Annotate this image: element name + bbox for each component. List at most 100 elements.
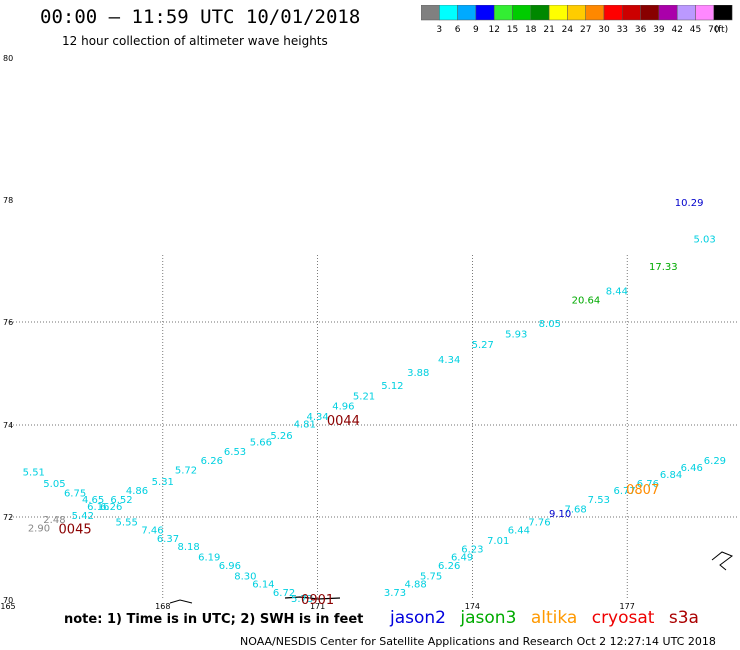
wave-height-label: 6.23 (461, 544, 483, 555)
wave-height-label: 6.52 (110, 495, 132, 506)
wave-height-label: 17.33 (649, 262, 678, 273)
wave-height-label: 4.34 (438, 355, 460, 366)
wave-height-label: 7.68 (564, 504, 586, 515)
time-label: 0807 (626, 483, 659, 498)
wave-height-label: 5.03 (693, 235, 715, 246)
colorbar-label: 27 (580, 25, 591, 35)
x-tick-label: 174 (465, 602, 480, 611)
wave-height-label: 10.29 (675, 198, 704, 209)
colorbar-label: 9 (473, 25, 479, 35)
colorbar-label: 45 (690, 25, 701, 35)
x-tick-label: 177 (620, 602, 635, 611)
colorbar-label: 70 (708, 25, 720, 35)
wave-height-label: 8.18 (177, 542, 199, 553)
colorbar-label: 12 (488, 25, 499, 35)
wave-height-label: 5.75 (420, 571, 442, 582)
colorbar-label: 33 (617, 25, 628, 35)
wave-height-label: 6.77 (613, 486, 635, 497)
wave-height-label: 5.73 (291, 594, 313, 605)
wave-height-label: 6.46 (681, 463, 703, 474)
colorbar-legend: 3 6 9 12 15 18 21 24 27 30 33 36 39 42 45 70(ft) (421, 5, 733, 35)
wave-height-label: 5.05 (43, 479, 65, 490)
wave-height-label: 4.96 (332, 402, 354, 413)
wave-height-label: 3.73 (384, 588, 406, 599)
y-tick-label: 74 (3, 421, 13, 430)
page-title: 00:00 — 11:59 UTC 10/01/2018 (40, 6, 361, 28)
colorbar-label: 30 (598, 25, 610, 35)
wave-height-label: 6.14 (252, 580, 274, 591)
time-label: 0901 (301, 593, 334, 608)
y-tick-label: 76 (3, 318, 13, 327)
wave-height-label: 7.53 (588, 495, 610, 506)
wave-height-label: 7.01 (487, 536, 509, 547)
wave-height-label: 6.29 (704, 456, 726, 467)
wave-height-label: 6.16 (87, 502, 109, 513)
wave-height-label: 6.26 (201, 456, 223, 467)
colorbar-label: 21 (543, 25, 554, 35)
wave-height-label: 7.76 (528, 517, 550, 528)
colorbar-label: 6 (455, 25, 461, 35)
wave-height-label: 5.51 (23, 468, 45, 479)
colorbar-swatch (713, 5, 733, 21)
wave-height-label: 6.84 (660, 470, 682, 481)
colorbar-label: 3 (436, 25, 442, 35)
wave-height-label: 7.46 (141, 526, 163, 537)
wave-height-label: 4.34 (306, 412, 328, 423)
y-tick-label: 70 (3, 596, 13, 605)
credit-line: NOAA/NESDIS Center for Satellite Applica… (240, 635, 716, 648)
wave-height-label: 5.42 (72, 511, 94, 522)
wave-height-label: 8.44 (606, 287, 628, 298)
wave-height-label: 9.10 (549, 509, 571, 520)
satellite-jason3: jason3 (460, 608, 517, 628)
colorbar-label: 18 (525, 25, 537, 35)
satellite-altika: altika (530, 608, 578, 628)
wave-height-label: 6.72 (273, 588, 295, 599)
wave-height-label: 6.75 (64, 488, 86, 499)
wave-height-label: 5.31 (152, 477, 174, 488)
y-tick-label: 80 (3, 54, 13, 63)
wave-height-label: 2.90 (28, 524, 50, 535)
wave-height-label: 4.86 (126, 486, 148, 497)
y-tick-label: 72 (3, 513, 13, 522)
wave-height-label: 5.26 (270, 431, 292, 442)
wave-height-label: 3.88 (407, 368, 429, 379)
satellite-cryosat: cryosat (591, 608, 655, 628)
wave-height-label: 6.44 (508, 526, 530, 537)
wave-height-label: 5.66 (250, 438, 272, 449)
wave-height-label: 5.72 (175, 465, 197, 476)
wave-height-label: 2.48 (43, 515, 65, 526)
wave-height-label: 5.93 (505, 329, 527, 340)
x-tick-label: 171 (310, 602, 325, 611)
time-label: 0044 (327, 414, 360, 429)
colorbar-label: 39 (653, 25, 665, 35)
coastline (284, 596, 341, 600)
colorbar-label: 15 (507, 25, 518, 35)
wave-height-label: 8.05 (539, 319, 561, 330)
wave-height-label: 5.21 (353, 391, 375, 402)
colorbar-label: 24 (562, 25, 574, 35)
time-label: 0045 (59, 523, 92, 538)
coastline (169, 599, 193, 604)
wave-height-label: 20.64 (572, 296, 601, 307)
satellite-jason2: jason2 (390, 608, 446, 628)
wave-height-label: 6.37 (157, 534, 179, 545)
colorbar-label: 36 (635, 25, 647, 35)
colorbar-unit: (ft) (715, 25, 729, 35)
y-tick-label: 78 (3, 196, 13, 205)
wave-height-label: 4.88 (405, 580, 427, 591)
wave-height-label: 6.53 (224, 447, 246, 458)
x-tick-label: 165 (0, 602, 15, 611)
wave-height-label: 5.12 (381, 381, 403, 392)
x-tick-label: 168 (155, 602, 170, 611)
wave-height-label: 5.55 (116, 517, 138, 528)
wave-height-label: 4.65 (82, 495, 104, 506)
wave-height-label: 6.76 (637, 479, 659, 490)
wave-height-label: 4.81 (294, 419, 316, 430)
footer-note: note: 1) Time is in UTC; 2) SWH is in fe… (64, 612, 364, 627)
satellite-s3a: s3a (668, 608, 699, 628)
wave-height-label: 6.96 (219, 561, 241, 572)
wave-height-label: 6.26 (100, 502, 122, 513)
wave-height-label: 5.27 (472, 340, 494, 351)
satellite-legend: jason2 jason3 altika cryosat s3a (390, 608, 708, 628)
